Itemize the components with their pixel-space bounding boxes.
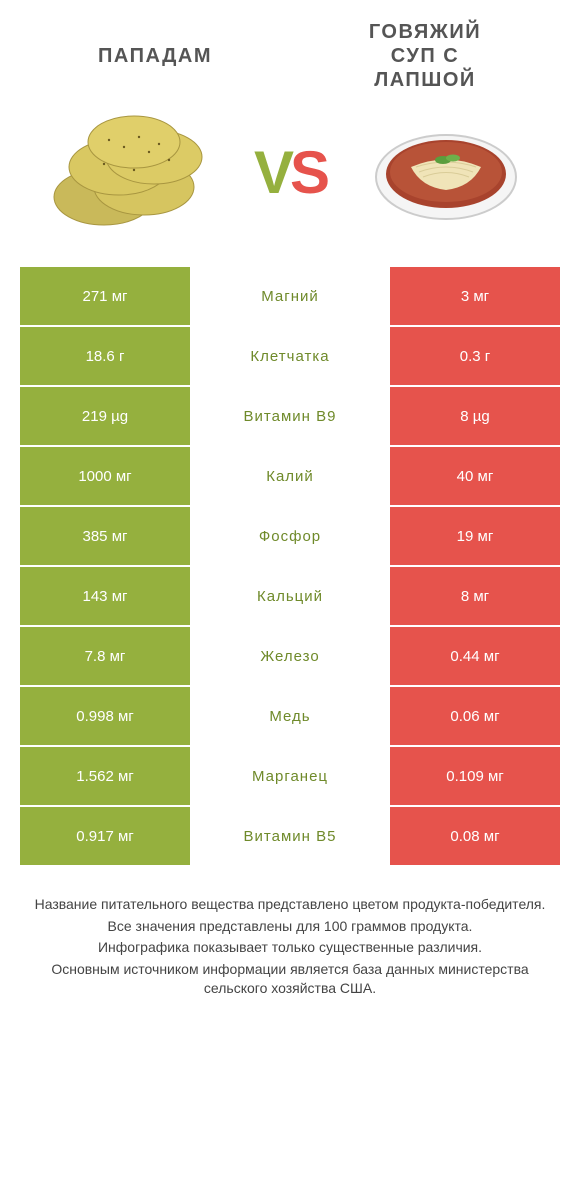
table-row: 219 µgВитамин B98 µg [20,387,560,445]
footer-line-2: Все значения представлены для 100 граммо… [30,917,550,937]
table-row: 0.917 мгВитамин B50.08 мг [20,807,560,865]
header-row: ПАПАДАМ ГОВЯЖИЙ СУП С ЛАПШОЙ [20,20,560,92]
footer-line-4: Основным источником информации является … [30,960,550,999]
nutrient-name-cell: Магний [190,267,390,325]
table-row: 1.562 мгМарганец0.109 мг [20,747,560,805]
table-row: 143 мгКальций8 мг [20,567,560,625]
table-row: 271 мгМагний3 мг [20,267,560,325]
left-value-cell: 143 мг [20,567,190,625]
footer-notes: Название питательного вещества представл… [20,895,560,999]
right-value-cell: 8 µg [390,387,560,445]
right-value-cell: 8 мг [390,567,560,625]
table-row: 7.8 мгЖелезо0.44 мг [20,627,560,685]
right-value-cell: 0.06 мг [390,687,560,745]
right-value-cell: 0.3 г [390,327,560,385]
papadam-icon [49,102,219,242]
nutrient-name-cell: Кальций [190,567,390,625]
footer-line-3: Инфографика показывает только существенн… [30,938,550,958]
left-value-cell: 1.562 мг [20,747,190,805]
nutrient-name-cell: Витамин B5 [190,807,390,865]
comparison-infographic: ПАПАДАМ ГОВЯЖИЙ СУП С ЛАПШОЙ VS [0,0,580,1031]
left-value-cell: 1000 мг [20,447,190,505]
vs-v: V [254,138,290,207]
nutrient-name-cell: Марганец [190,747,390,805]
nutrient-name-cell: Железо [190,627,390,685]
left-value-cell: 0.998 мг [20,687,190,745]
right-title-line2: СУП С [290,44,560,68]
nutrient-name-cell: Фосфор [190,507,390,565]
left-value-cell: 271 мг [20,267,190,325]
table-row: 18.6 гКлетчатка0.3 г [20,327,560,385]
right-title-line1: ГОВЯЖИЙ [290,20,560,44]
left-food-title: ПАПАДАМ [20,45,290,68]
left-value-cell: 18.6 г [20,327,190,385]
table-row: 0.998 мгМедь0.06 мг [20,687,560,745]
right-value-cell: 40 мг [390,447,560,505]
vs-label: VS [248,138,332,207]
nutrient-name-cell: Медь [190,687,390,745]
right-value-cell: 0.109 мг [390,747,560,805]
right-value-cell: 3 мг [390,267,560,325]
left-food-image [20,102,248,242]
right-value-cell: 19 мг [390,507,560,565]
table-row: 1000 мгКалий40 мг [20,447,560,505]
right-title-line3: ЛАПШОЙ [290,68,560,92]
right-value-cell: 0.44 мг [390,627,560,685]
left-value-cell: 7.8 мг [20,627,190,685]
vs-s: S [290,138,326,207]
nutrient-name-cell: Калий [190,447,390,505]
footer-line-1: Название питательного вещества представл… [30,895,550,915]
nutrient-table: 271 мгМагний3 мг18.6 гКлетчатка0.3 г219 … [20,267,560,865]
images-row: VS [20,102,560,242]
right-value-cell: 0.08 мг [390,807,560,865]
table-row: 385 мгФосфор19 мг [20,507,560,565]
left-value-cell: 219 µg [20,387,190,445]
left-value-cell: 0.917 мг [20,807,190,865]
nutrient-name-cell: Клетчатка [190,327,390,385]
left-value-cell: 385 мг [20,507,190,565]
nutrient-name-cell: Витамин B9 [190,387,390,445]
right-food-image [332,102,560,242]
noodle-soup-icon [361,102,531,242]
right-food-title: ГОВЯЖИЙ СУП С ЛАПШОЙ [290,20,560,92]
